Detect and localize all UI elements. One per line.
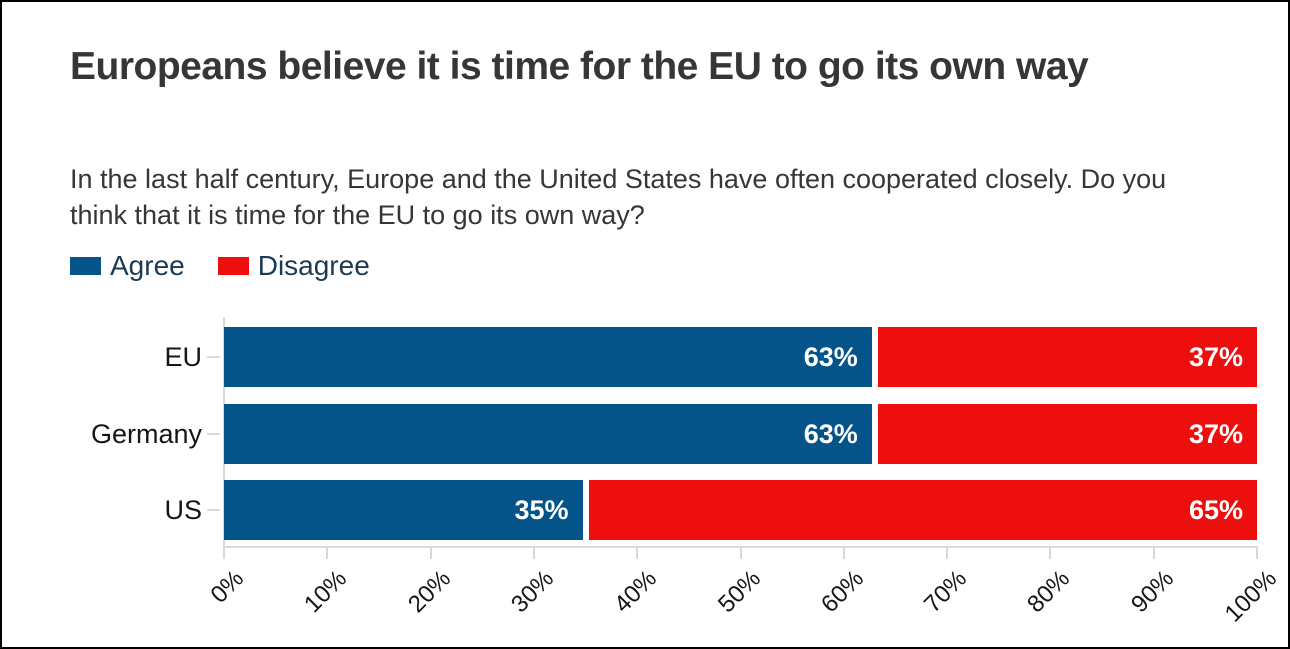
x-tick-label: 70% [919, 565, 973, 619]
bar-value-label: 63% [803, 418, 858, 449]
bar-value-label: 35% [514, 494, 569, 525]
bar-segment-agree: 63% [224, 327, 872, 387]
x-tick [429, 548, 432, 559]
chart-subtitle: In the last half century, Europe and the… [70, 164, 1167, 230]
bar-segment-disagree: 65% [588, 480, 1257, 540]
x-tick-label: 100% [1219, 565, 1283, 628]
x-tick [223, 548, 225, 559]
chart-title: Europeans believe it is time for the EU … [70, 45, 1089, 88]
x-tick [842, 548, 845, 559]
bar-value-label: 63% [803, 341, 858, 372]
category-tick [207, 356, 220, 358]
bar-value-label: 37% [1188, 341, 1243, 372]
x-tick-label: 20% [402, 565, 456, 619]
plot-area: 63% 37% EU 63% 37% Germany 35% 65% US 0% 10% 20% 30%… [91, 317, 1282, 628]
legend: Agree Disagree [70, 250, 370, 282]
x-tick [1049, 548, 1052, 559]
bar-value-label: 37% [1188, 418, 1243, 449]
x-tick-label: 80% [1022, 565, 1076, 619]
bar-segment-agree: 63% [224, 404, 872, 464]
category-label-eu: EU [164, 342, 202, 372]
bar-row-eu: 63% 37% [224, 327, 1257, 387]
legend-label: Agree [110, 250, 185, 281]
x-tick-label: 10% [299, 565, 353, 619]
bar-row-us: 35% 65% [224, 480, 1257, 540]
x-tick [636, 548, 639, 559]
x-tick-label: 50% [712, 565, 766, 619]
bar-segment-disagree: 37% [877, 327, 1257, 387]
x-tick [739, 548, 742, 559]
legend-item-disagree: Disagree [217, 250, 370, 282]
x-tick [1256, 548, 1258, 559]
bar-value-label: 65% [1188, 494, 1243, 525]
bar-segment-agree: 35% [224, 480, 583, 540]
x-tick-label: 40% [609, 565, 663, 619]
x-tick-label: 0% [205, 565, 250, 609]
x-axis-line [223, 546, 1258, 548]
legend-swatch-agree [70, 257, 101, 275]
category-tick [207, 509, 220, 511]
legend-label: Disagree [257, 250, 370, 281]
category-label-germany: Germany [90, 419, 202, 449]
x-tick [532, 548, 535, 559]
bar-row-germany: 63% 37% [224, 404, 1257, 464]
x-tick-label: 60% [815, 565, 869, 619]
category-tick [207, 433, 220, 435]
legend-item-agree: Agree [70, 250, 185, 282]
bar-segment-disagree: 37% [877, 404, 1257, 464]
x-tick [946, 548, 949, 559]
x-tick [326, 548, 329, 559]
x-tick-label: 30% [505, 565, 559, 619]
legend-swatch-disagree [217, 257, 249, 275]
category-label-us: US [164, 495, 202, 525]
x-tick-label: 90% [1125, 565, 1179, 619]
x-tick [1152, 548, 1155, 559]
